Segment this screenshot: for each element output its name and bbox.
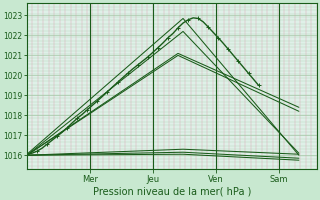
X-axis label: Pression niveau de la mer( hPa ): Pression niveau de la mer( hPa ) [92,187,251,197]
